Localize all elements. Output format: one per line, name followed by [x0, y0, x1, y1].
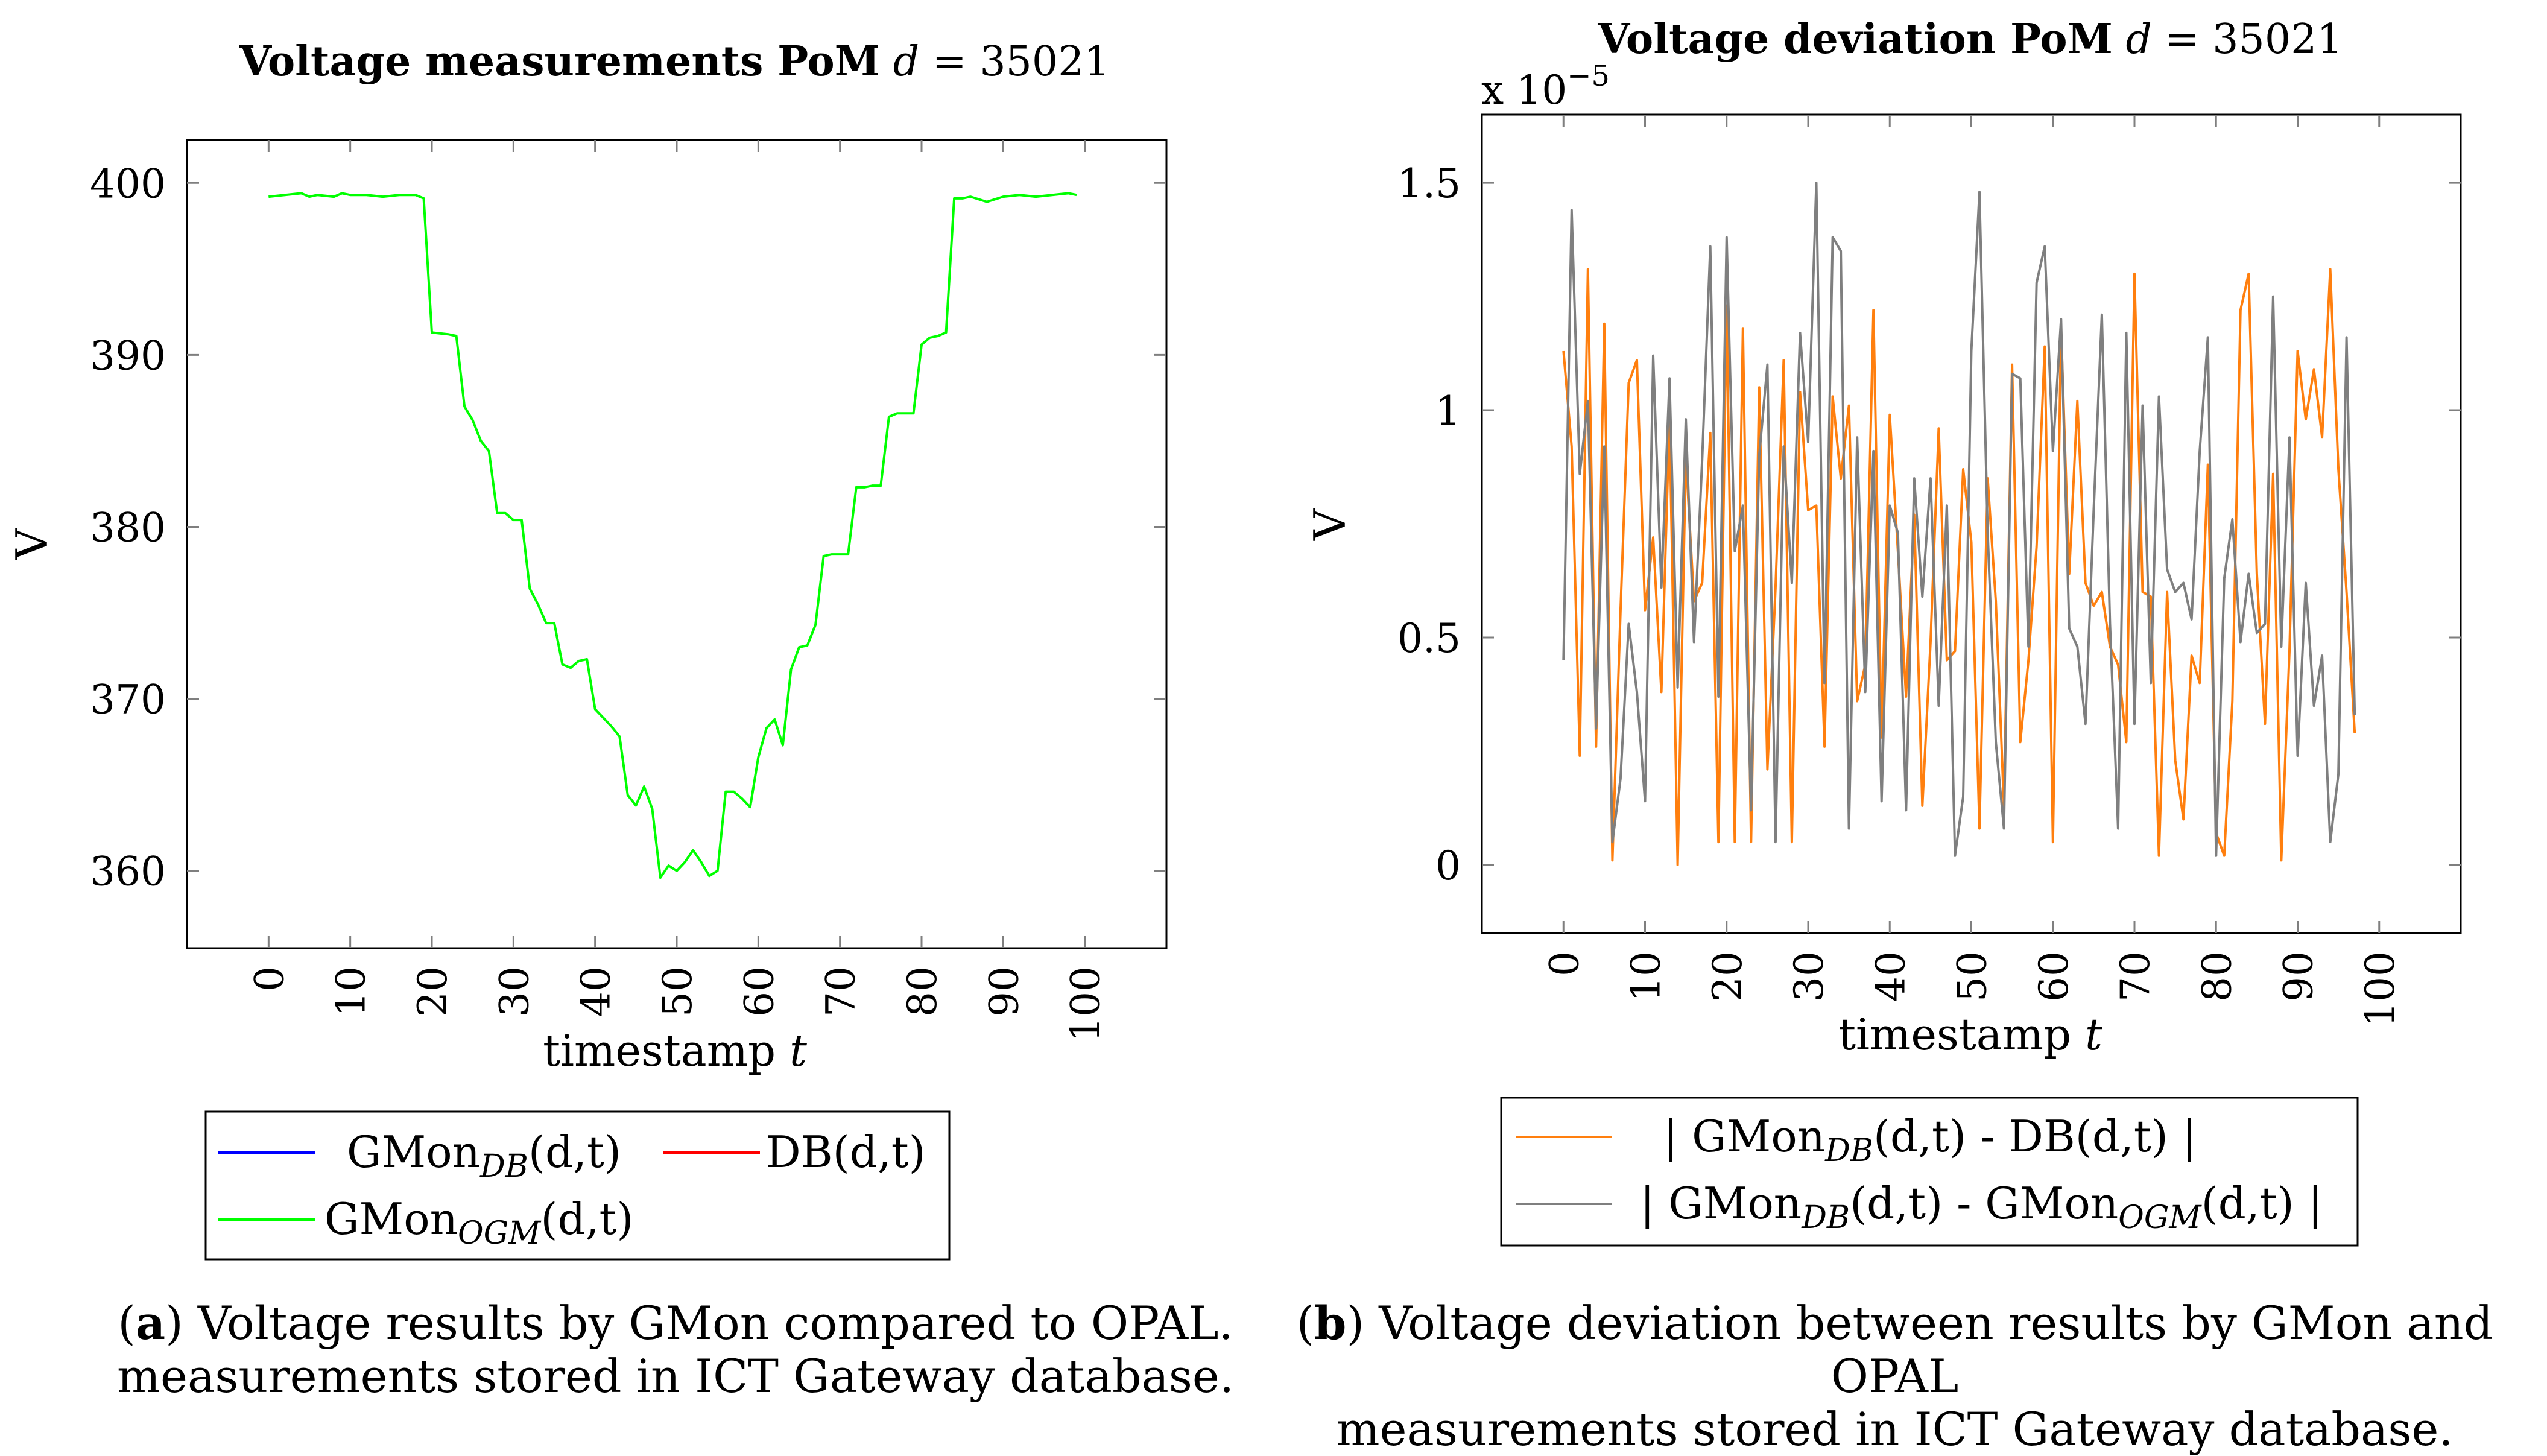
chart-a-x-tick-label: 90	[981, 966, 1027, 1017]
chart-b-x-tick-label: 70	[2112, 951, 2159, 1002]
chart-b-x-tick-label: 30	[1786, 951, 1832, 1002]
chart-b-legend-box	[1500, 1097, 2359, 1247]
chart-a-plot-frame	[186, 139, 1168, 949]
chart-b-y-tick-label: 0.5	[1397, 615, 1461, 662]
chart-a-y-tick-label: 360	[90, 849, 166, 895]
chart-b-y-axis-label: V	[1305, 508, 1355, 541]
chart-a-x-tick-label: 50	[654, 966, 701, 1017]
chart-a-y-tick-label: 370	[90, 677, 166, 723]
caption-a: (a) Voltage results by GMon compared to …	[97, 1297, 1255, 1403]
chart-b-x-axis-label: timestamp t	[1838, 1009, 2103, 1060]
caption-b-line1: Voltage deviation between results by GMo…	[1379, 1296, 2493, 1403]
chart-b-plot-frame	[1481, 113, 2462, 934]
caption-b-line2: measurements stored in ICT Gateway datab…	[1336, 1402, 2454, 1456]
chart-a-legend: GMonDB(d,t) DB(d,t) GMonOGM(d,t)	[204, 1110, 951, 1261]
chart-b-y-tick-label: 1	[1435, 388, 1461, 434]
chart-a-x-tick-label: 30	[491, 966, 537, 1017]
caption-a-line2: measurements stored in ICT Gateway datab…	[116, 1349, 1235, 1403]
chart-a-x-tick-label: 80	[899, 966, 946, 1017]
legend-label-dev-ogm: | GMonDB(d,t) - GMonOGM(d,t) |	[1640, 1178, 2323, 1236]
chart-a-ticks	[187, 140, 1166, 948]
chart-b-legend: | GMonDB(d,t) - DB(d,t) | | GMonDB(d,t) …	[1500, 1097, 2359, 1247]
legend-label-db: DB(d,t)	[766, 1127, 926, 1177]
figure: Voltage measurements PoM d = 35021 0 10 20…	[7, 15, 2462, 1261]
caption-b: (b) Voltage deviation between results by…	[1242, 1297, 2547, 1456]
chart-b-ticks	[1482, 115, 2461, 933]
legend-label-gmon-ogm: GMonOGM(d,t)	[324, 1194, 633, 1252]
chart-b-series-line-1	[1562, 182, 2356, 857]
chart-a-series	[268, 192, 1077, 879]
chart-a-x-axis-label: timestamp t	[543, 1025, 808, 1076]
chart-b-y-tick-label: 0	[1435, 843, 1461, 889]
chart-b-x-tick-label: 100	[2357, 951, 2403, 1027]
chart-a-x-tick-label: 60	[736, 966, 782, 1017]
chart-b-x-tick-label: 40	[1867, 951, 1914, 1002]
legend-label-gmon-db: GMonDB(d,t)	[347, 1127, 621, 1185]
chart-a-y-tick-label: 380	[90, 504, 166, 551]
chart-b-x-tick-labels: 0 10 20 30 40 50 60 70 80 90 100	[1541, 951, 2403, 1027]
chart-a-y-tick-label: 390	[90, 332, 166, 379]
chart-b-x-tick-label: 90	[2276, 951, 2322, 1002]
chart-a-series-line-2	[268, 192, 1077, 879]
chart-b-x-tick-label: 0	[1541, 951, 1587, 976]
chart-a-y-tick-labels: 360 370 380 390 400	[90, 160, 166, 894]
chart-b-title: Voltage deviation PoM d = 35021	[1597, 15, 2343, 63]
chart-a-legend-box	[204, 1110, 951, 1261]
chart-a: Voltage measurements PoM d = 35021 0 10 20…	[7, 37, 1168, 1261]
chart-a-title-bold: Voltage measurements PoM	[239, 37, 880, 86]
chart-a-x-tick-label: 20	[410, 966, 456, 1017]
chart-a-title-rest: = 35021	[919, 38, 1110, 86]
caption-a-label: a	[135, 1296, 166, 1350]
chart-a-y-axis-label: V	[7, 527, 57, 560]
chart-b-series	[1562, 182, 2356, 866]
chart-b-scale-factor: x 10−5	[1481, 59, 1610, 113]
chart-b-x-tick-label: 10	[1623, 951, 1669, 1002]
chart-b-title-rest: = 35021	[2152, 16, 2343, 63]
legend-label-dev-db: | GMonDB(d,t) - DB(d,t) |	[1663, 1111, 2197, 1169]
chart-a-x-tick-label: 40	[573, 966, 619, 1017]
chart-a-title-var: d	[893, 38, 920, 86]
chart-a-x-tick-label: 10	[328, 966, 375, 1017]
chart-b-y-tick-labels: 0 0.5 1 1.5	[1397, 160, 1461, 889]
chart-a-x-tick-labels: 0 10 20 30 40 50 60 70 80 90 100	[246, 966, 1109, 1042]
caption-a-line1: Voltage results by GMon compared to OPAL…	[197, 1296, 1233, 1350]
chart-a-title: Voltage measurements PoM d = 35021	[239, 37, 1110, 86]
chart-b-x-tick-label: 60	[2031, 951, 2077, 1002]
chart-b-y-tick-label: 1.5	[1397, 160, 1461, 207]
caption-b-label: b	[1314, 1296, 1347, 1350]
chart-b: Voltage deviation PoM d = 35021 x 10−5 0…	[1305, 15, 2462, 1247]
chart-b-title-bold: Voltage deviation PoM	[1597, 15, 2113, 63]
chart-b-x-tick-label: 20	[1704, 951, 1751, 1002]
chart-b-x-tick-label: 50	[1949, 951, 1996, 1002]
chart-a-x-tick-label: 100	[1063, 966, 1109, 1042]
chart-a-x-tick-label: 0	[246, 966, 293, 992]
chart-a-x-tick-label: 70	[818, 966, 864, 1017]
chart-b-x-tick-label: 80	[2194, 951, 2240, 1002]
chart-a-y-tick-label: 400	[90, 160, 166, 207]
chart-b-title-var: d	[2126, 16, 2153, 63]
